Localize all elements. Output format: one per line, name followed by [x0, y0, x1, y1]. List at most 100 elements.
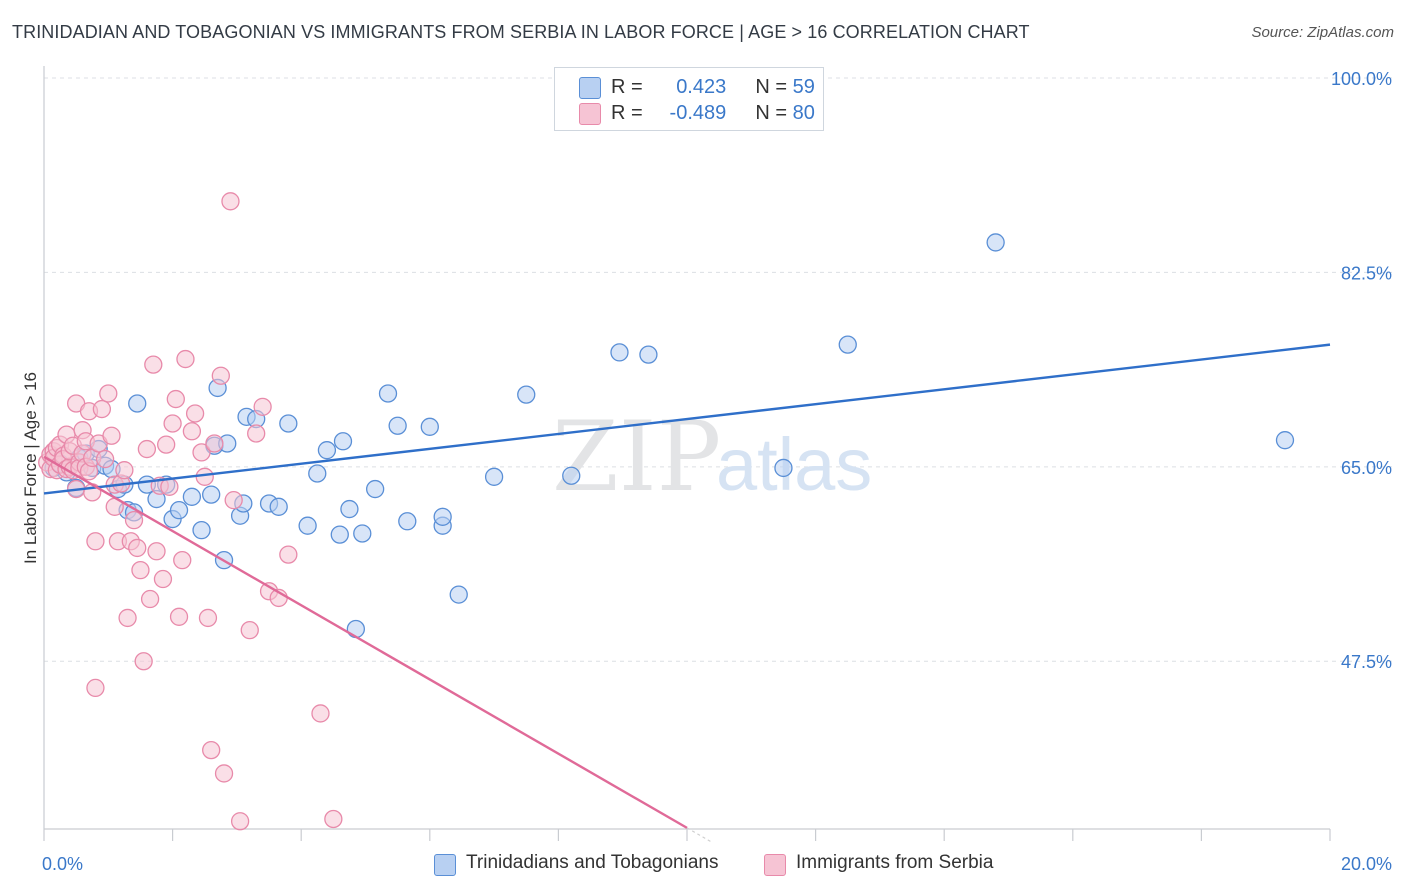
pink-point: [95, 449, 115, 469]
blue-point: [333, 432, 353, 451]
pink-point: [192, 443, 211, 462]
blue-point: [449, 585, 468, 604]
pink-point: [324, 809, 343, 829]
pink-point: [224, 491, 243, 510]
blue-point: [365, 479, 385, 499]
pink-point: [176, 349, 195, 369]
pink-swatch: [579, 103, 601, 125]
bottom-legend-label: Trinidadians and Tobagonians: [466, 852, 719, 873]
pink-point: [173, 551, 192, 570]
blue-point: [517, 385, 536, 404]
pink-point: [128, 538, 147, 558]
blue-trend-line: [43, 343, 1331, 495]
blue-point: [298, 516, 317, 535]
pink-point: [99, 384, 118, 403]
bottom-legend-label: Immigrants from Serbia: [796, 852, 994, 873]
pink-point: [92, 399, 112, 419]
y-tick-label: 82.5%: [1341, 263, 1392, 283]
blue-point: [639, 345, 658, 364]
blue-point: [192, 521, 211, 540]
y-tick-label: 65.0%: [1341, 458, 1392, 478]
pink-point: [160, 477, 179, 496]
blue-point: [610, 343, 629, 362]
blue-point: [398, 512, 417, 531]
pink-point: [134, 652, 153, 671]
pink-point: [147, 542, 166, 561]
blue-swatch: [579, 77, 601, 99]
pink-point: [166, 389, 185, 409]
blue-point: [838, 335, 857, 354]
n-label: N =: [755, 102, 788, 124]
blue-swatch: [434, 854, 456, 876]
blue-point: [420, 417, 439, 436]
blue-point: [330, 525, 349, 544]
pink-point: [86, 532, 105, 551]
stats-legend: R = 0.423 N = 59 R = -0.489 N = 80: [554, 67, 824, 131]
blue-point: [774, 458, 793, 478]
blue-point: [378, 384, 398, 403]
pink-trend-line: [43, 455, 688, 829]
blue-point: [562, 466, 581, 485]
pink-point: [144, 355, 163, 374]
pink-point: [115, 461, 134, 480]
pink-trend-extension: [686, 827, 714, 844]
r-value: -0.489: [669, 102, 727, 124]
y-tick-label: 47.5%: [1341, 652, 1392, 672]
pink-point: [185, 404, 205, 423]
watermark-zip: ZIP: [552, 401, 721, 513]
blue-point: [317, 441, 337, 460]
pink-point: [198, 608, 218, 628]
source-credit: Source: ZipAtlas.com: [1251, 24, 1394, 41]
pink-swatch: [764, 854, 786, 876]
pink-point: [118, 608, 137, 628]
n-label: N =: [755, 76, 788, 98]
x-tick-label: 0.0%: [42, 854, 83, 874]
r-label: R =: [611, 76, 643, 98]
r-value: 0.423: [676, 76, 727, 98]
pink-point: [153, 569, 173, 589]
blue-point: [182, 487, 202, 506]
pink-point: [169, 607, 189, 626]
blue-point: [433, 507, 452, 526]
blue-point: [340, 499, 359, 519]
blue-point: [346, 619, 366, 639]
pink-point: [230, 812, 250, 831]
pink-point: [163, 414, 182, 433]
blue-point: [353, 524, 372, 543]
pink-point: [137, 439, 157, 459]
pink-point: [202, 740, 221, 760]
y-tick-label: 100.0%: [1331, 69, 1392, 89]
blue-point: [128, 394, 147, 413]
blue-point: [1275, 431, 1295, 450]
pink-point: [195, 467, 214, 486]
watermark-atlas: atlas: [716, 423, 872, 506]
r-label: R =: [611, 102, 643, 124]
blue-point: [388, 416, 407, 435]
blue-point: [202, 485, 221, 504]
blue-point: [279, 414, 298, 433]
pink-point: [182, 422, 202, 441]
pink-point: [279, 545, 298, 564]
pink-point: [221, 192, 240, 211]
x-tick-label: 20.0%: [1341, 854, 1392, 874]
pink-point: [86, 678, 105, 698]
blue-point: [169, 501, 189, 520]
n-value: 80: [792, 102, 815, 124]
pink-point: [205, 434, 224, 453]
pink-point: [124, 511, 144, 530]
blue-point: [484, 467, 504, 486]
pink-point: [157, 435, 176, 454]
pink-point: [211, 366, 230, 385]
blue-point: [308, 464, 327, 483]
pink-point: [240, 620, 259, 640]
n-value: 59: [792, 76, 815, 98]
pink-point: [247, 424, 266, 443]
pink-point: [253, 397, 272, 416]
pink-point: [131, 560, 150, 580]
pink-point: [214, 764, 234, 783]
pink-point: [311, 704, 330, 723]
blue-point: [986, 233, 1005, 252]
chart-title: TRINIDADIAN AND TOBAGONIAN VS IMMIGRANTS…: [12, 22, 1030, 42]
blue-point: [269, 497, 288, 516]
